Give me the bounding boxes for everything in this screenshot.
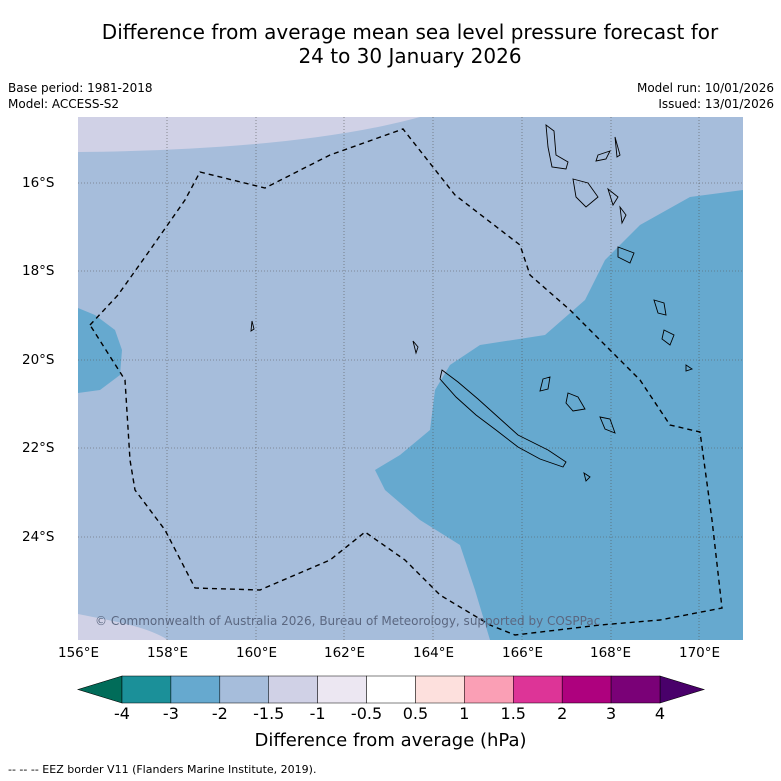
lon-label: 160°E: [236, 645, 278, 661]
colorbar: [76, 675, 706, 704]
lon-label: 166°E: [502, 645, 544, 661]
anomaly-region-minus3-east: [375, 190, 743, 640]
title-line-2: 24 to 30 January 2026: [298, 44, 522, 68]
anomaly-region-minus3-west: [78, 308, 122, 393]
colorbar-tick-label: -3: [162, 704, 179, 723]
colorbar-tick-label: 1: [459, 704, 470, 723]
lat-label: 16°S: [22, 175, 55, 191]
colorbar-tick-label: 1.5: [500, 704, 526, 723]
colorbar-segment: [121, 675, 172, 704]
lon-label: 162°E: [324, 645, 366, 661]
colorbar-segment: [268, 675, 318, 704]
colorbar-segment: [561, 675, 612, 704]
lon-label: 170°E: [679, 645, 721, 661]
colorbar-tick-label: 4: [654, 704, 666, 723]
colorbar-segment: [366, 675, 416, 704]
coastlines: [250, 124, 694, 482]
belep-island: [412, 340, 419, 355]
lon-label: 168°E: [590, 645, 632, 661]
vanuatu-islands: [545, 124, 635, 264]
lat-label: 24°S: [22, 529, 55, 545]
colorbar-tick-label: -1: [309, 704, 326, 723]
southern-islands: [653, 299, 694, 372]
base-period: Base period: 1981-2018: [8, 81, 153, 95]
graticule: [78, 117, 743, 640]
issued-date: Issued: 13/01/2026: [658, 97, 774, 111]
colorbar-tick-label: 2: [557, 704, 568, 723]
title-line-1: Difference from average mean sea level p…: [101, 20, 719, 44]
colorbar-segment: [219, 675, 269, 704]
lon-label: 158°E: [147, 645, 189, 661]
colorbar-segment: [610, 675, 661, 704]
new-caledonia-island: [439, 369, 567, 468]
lon-label: 156°E: [58, 645, 100, 661]
lon-label: 164°E: [413, 645, 455, 661]
colorbar-tick-label: -1.5: [253, 704, 285, 723]
chesterfield-islands: [250, 320, 255, 332]
colorbar-tick-label: -4: [114, 704, 130, 723]
colorbar-tick-label: 3: [605, 704, 617, 723]
colorbar-title: Difference from average (hPa): [254, 730, 527, 751]
eez-legend-note: -- -- -- EEZ border V11 (Flanders Marine…: [8, 763, 317, 776]
colorbar-under-arrow: [76, 675, 123, 704]
lat-label: 20°S: [22, 352, 55, 368]
colorbar-segment: [415, 675, 465, 704]
model-run: Model run: 10/01/2026: [636, 81, 774, 95]
anomaly-region-minus1_5-top: [78, 117, 420, 152]
colorbar-segment: [464, 675, 514, 704]
model-name: Model: ACCESS-S2: [8, 97, 120, 111]
colorbar-tick-label: 0.5: [402, 704, 429, 723]
copyright-notice: © Commonwealth of Australia 2026, Bureau…: [95, 614, 600, 628]
colorbar-segment: [513, 675, 563, 704]
colorbar-tick-label: -2: [211, 704, 228, 723]
loyalty-islands: [539, 376, 616, 482]
colorbar-over-arrow: [659, 675, 706, 704]
pressure-anomaly-map: © Commonwealth of Australia 2026, Bureau…: [78, 117, 743, 640]
colorbar-tick-label: -0.5: [350, 704, 383, 723]
lat-label: 22°S: [22, 440, 55, 456]
colorbar-segment: [170, 675, 221, 704]
colorbar-segment: [317, 675, 367, 704]
eez-border: [89, 128, 723, 636]
lat-label: 18°S: [22, 263, 55, 279]
anomaly-region-minus1_5-bottom: [78, 614, 168, 640]
